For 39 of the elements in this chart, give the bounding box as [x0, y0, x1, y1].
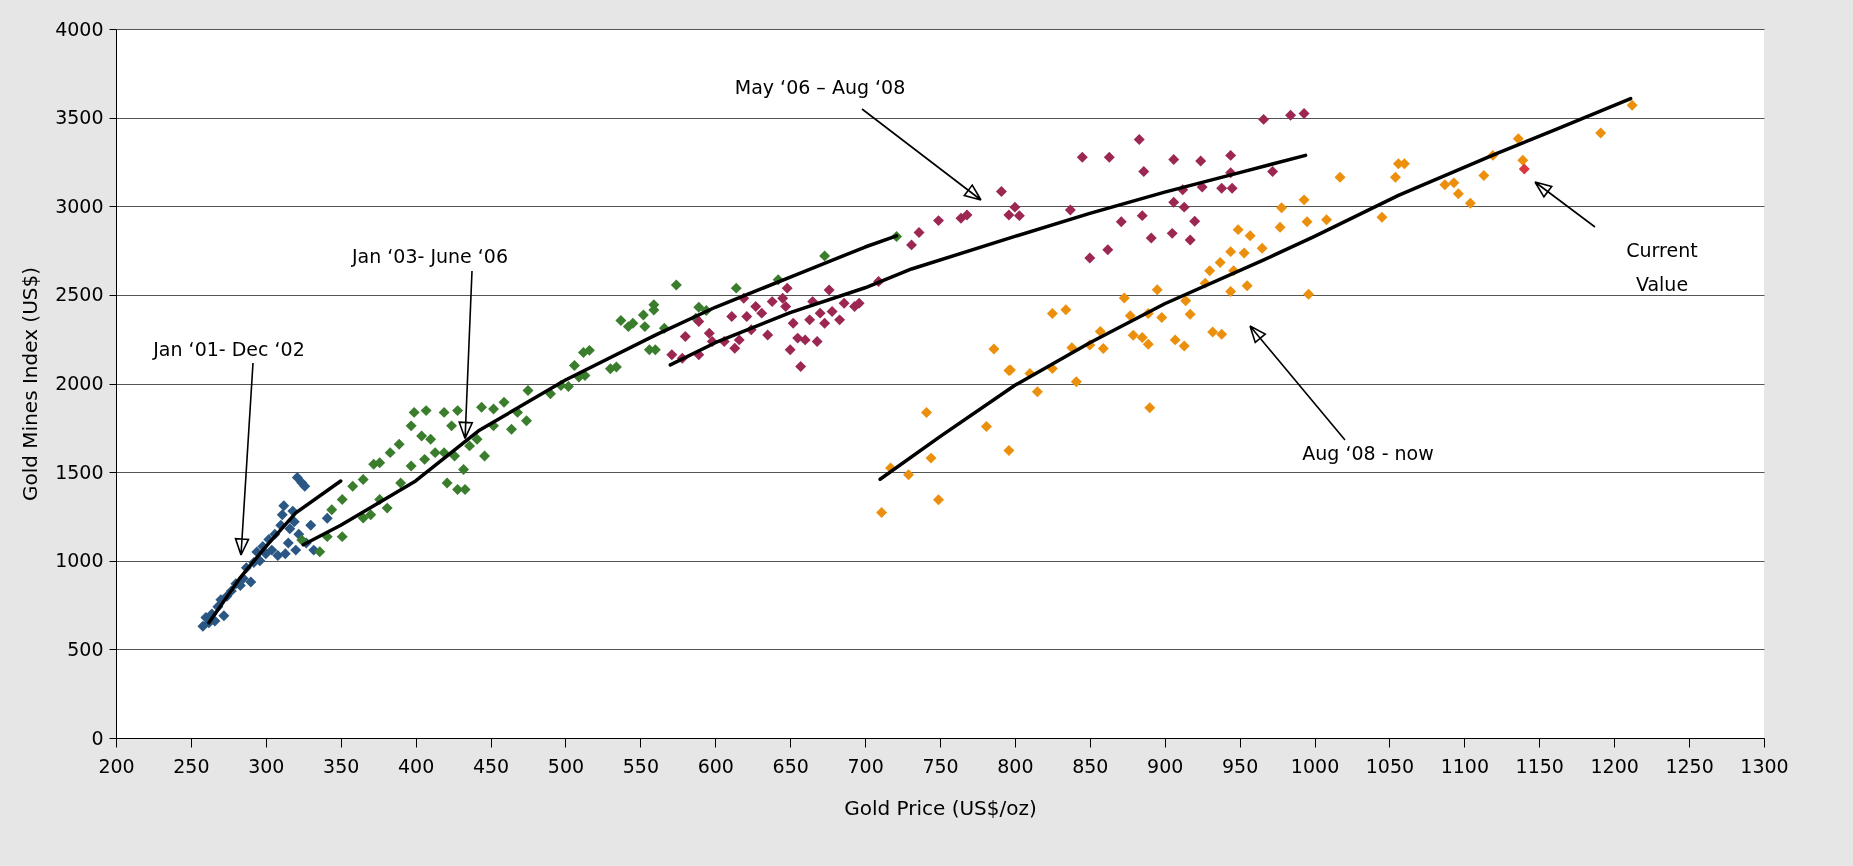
y-tick-label: 3500 [55, 106, 104, 129]
y-tick-label: 2500 [55, 283, 104, 306]
x-tick-label: 900 [1147, 754, 1184, 777]
x-tick-label: 950 [1222, 754, 1259, 777]
x-tick-label: 650 [772, 754, 809, 777]
y-tick-label: 0 [91, 726, 104, 749]
x-tick-label: 500 [547, 754, 585, 777]
x-tick-label: 350 [323, 754, 360, 777]
x-tick-label: 1300 [1740, 754, 1789, 777]
x-tick-label: 1100 [1440, 754, 1490, 777]
x-tick-label: 600 [697, 754, 734, 777]
y-axis-title: Gold Mines Index (US$) [18, 267, 43, 501]
x-tick-label: 400 [398, 754, 435, 777]
x-tick-label: 200 [98, 754, 135, 777]
x-tick-label: 850 [1072, 754, 1109, 777]
x-tick-label: 1150 [1515, 754, 1564, 777]
x-tick-label: 1200 [1590, 754, 1639, 777]
x-tick-label: 550 [622, 754, 659, 777]
x-tick-label: 1000 [1290, 754, 1340, 777]
x-tick-label: 750 [922, 754, 959, 777]
y-tick-label: 3000 [55, 194, 104, 217]
x-axis-title: Gold Price (US$/oz) [844, 795, 1037, 820]
annotation: Current Value [1626, 239, 1698, 295]
y-tick-label: 2000 [55, 372, 104, 394]
y-tick-label: 4000 [55, 17, 104, 40]
x-tick-label: 300 [248, 754, 285, 777]
x-tick-label: 450 [472, 754, 510, 777]
y-tick-label: 1000 [55, 549, 104, 572]
x-tick-label: 250 [173, 754, 210, 777]
x-tick-label: 800 [997, 754, 1034, 777]
y-tick-label: 1500 [55, 460, 104, 483]
x-tick-label: 1050 [1365, 754, 1415, 777]
y-tick-label: 500 [67, 637, 104, 660]
x-tick-label: 1250 [1665, 754, 1714, 777]
annotation: Aug ‘08 - now [1302, 442, 1434, 464]
x-tick-label: 700 [847, 754, 884, 777]
annotation: Jan ‘01- Dec ‘02 [152, 338, 305, 360]
annotation: May ‘06 – Aug ‘08 [734, 76, 906, 98]
annotation: Jan ‘03- June ‘06 [350, 245, 509, 267]
